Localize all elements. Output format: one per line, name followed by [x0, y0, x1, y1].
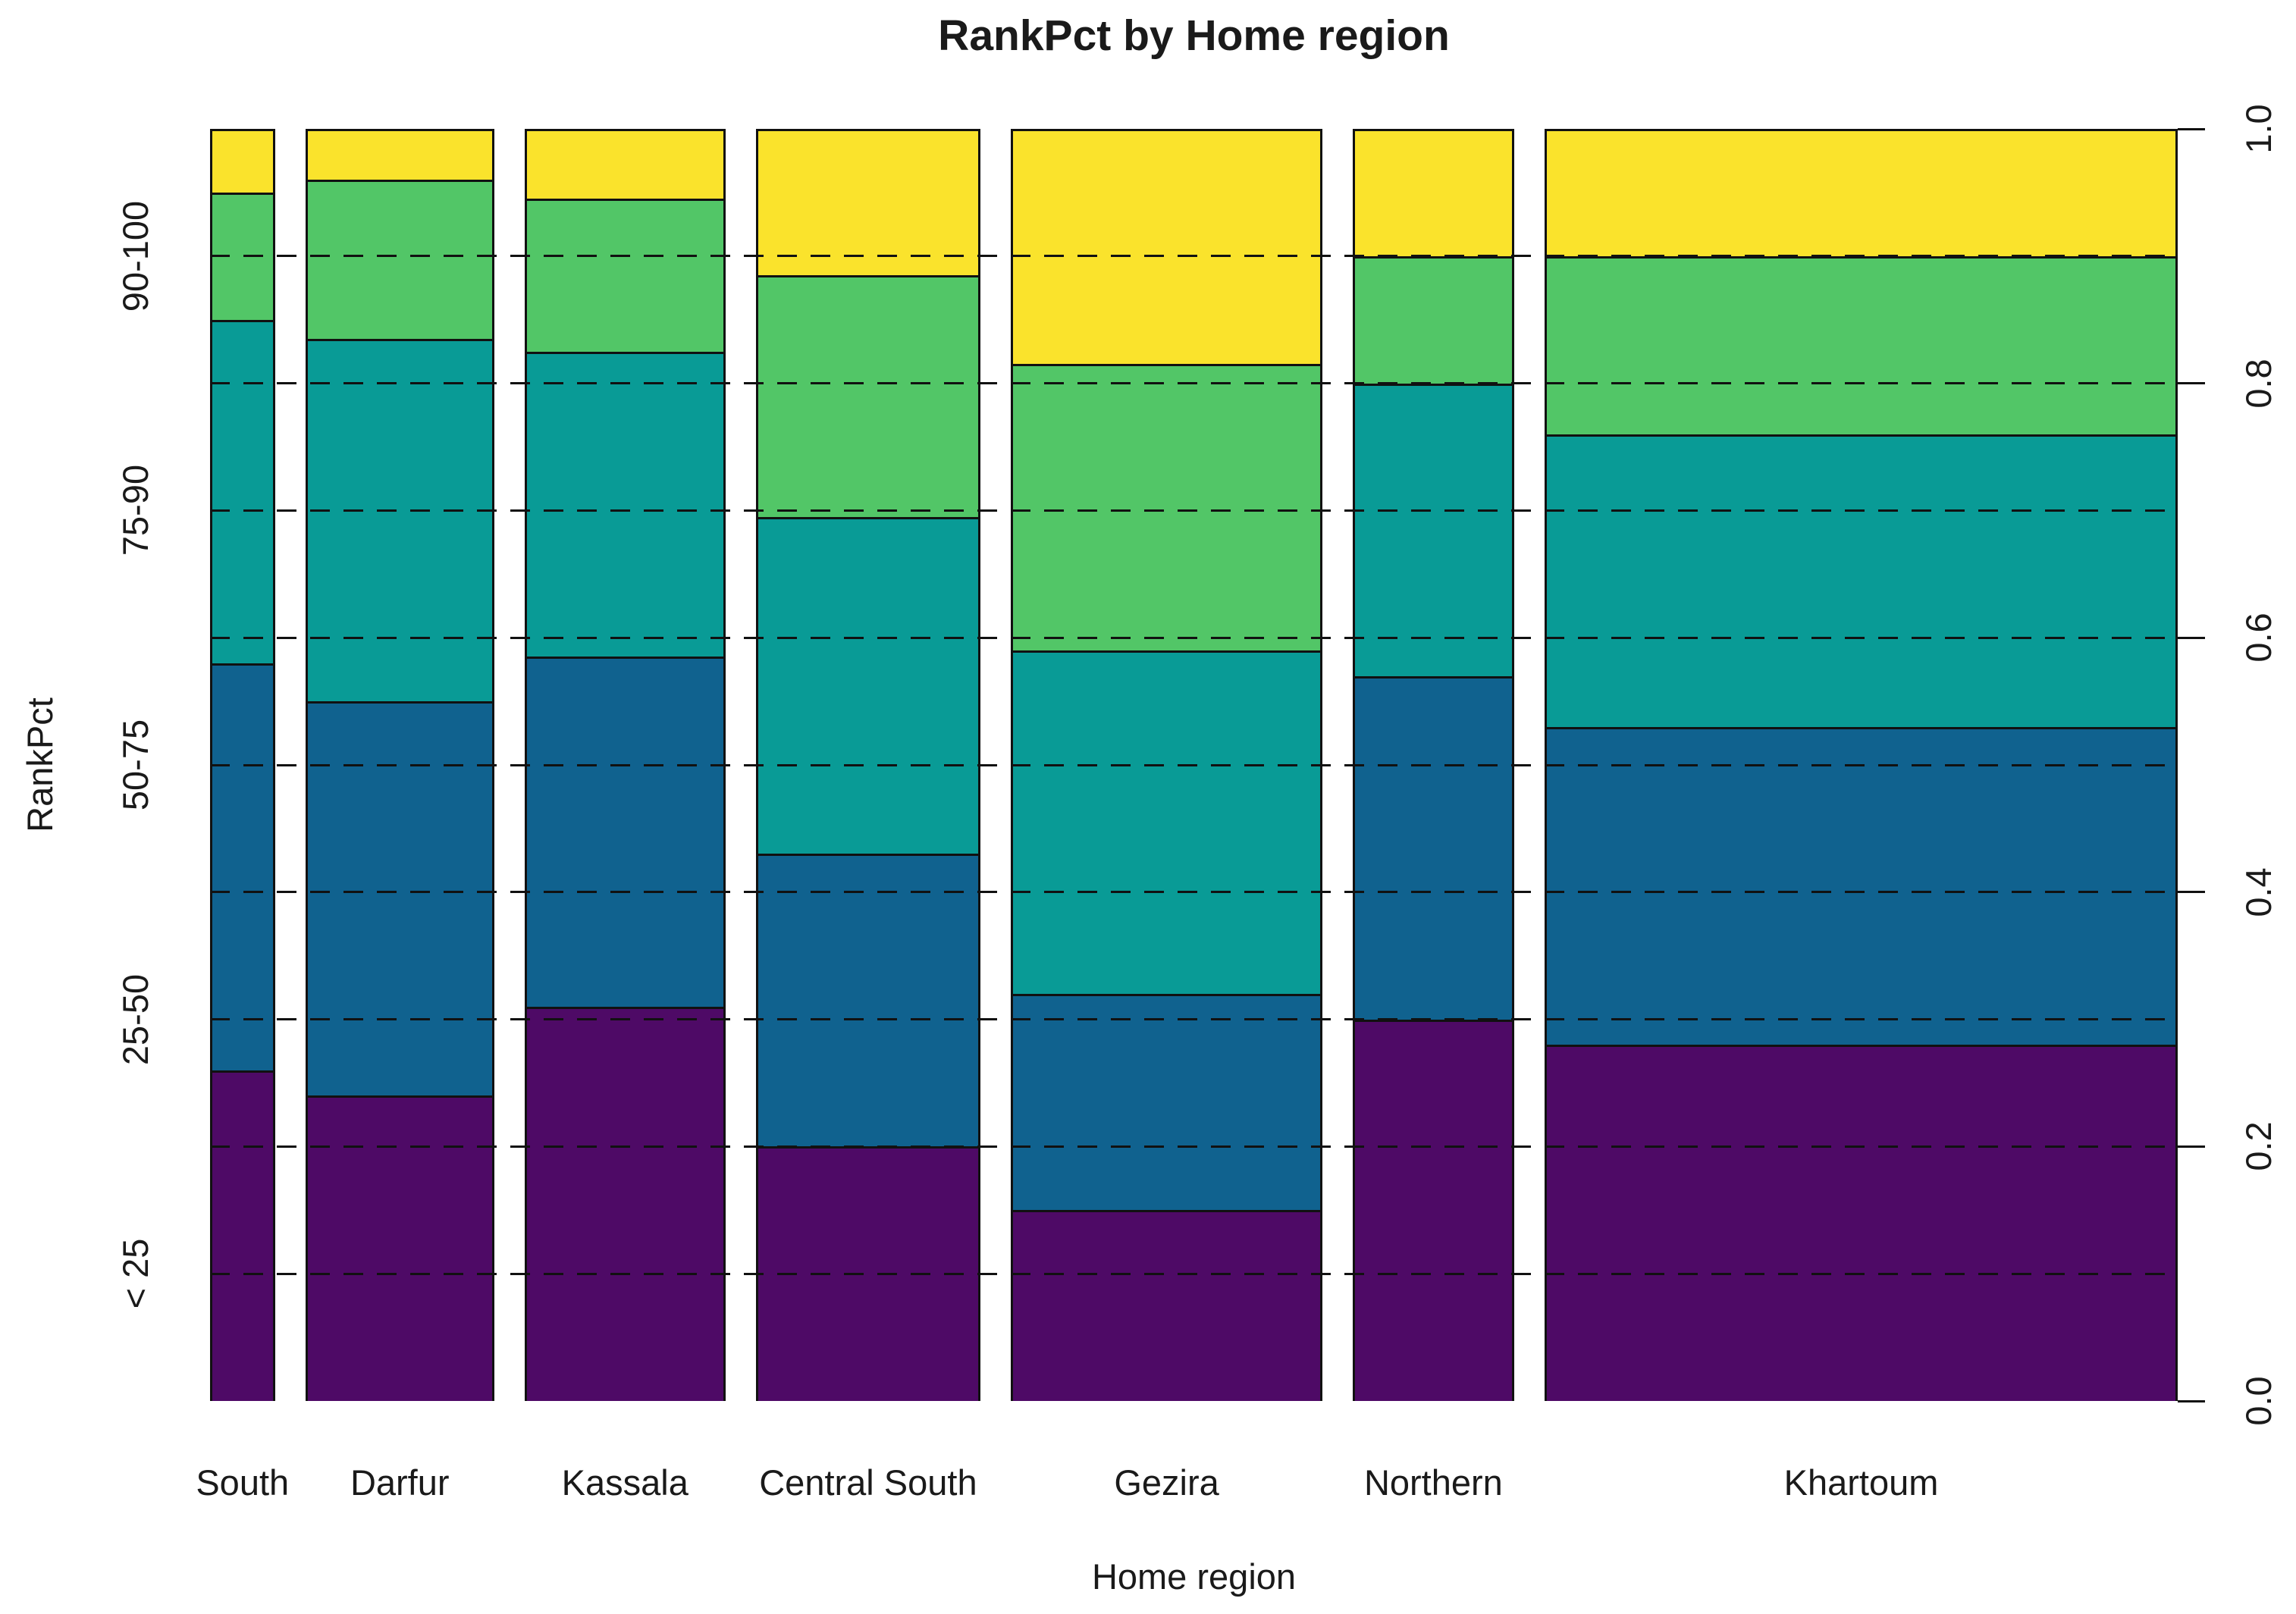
segment-northern-50to75	[1352, 383, 1515, 676]
gridline-0.5	[210, 763, 2178, 766]
y-axis-title: RankPct	[19, 697, 60, 832]
x-category-label-gezira: Gezira	[1114, 1462, 1219, 1503]
segment-south-50to75	[210, 319, 275, 663]
segment-central-south-50to75	[755, 516, 981, 854]
gridline-0.3	[210, 1018, 2178, 1021]
y-category-label-25to50: 25-50	[114, 973, 155, 1065]
bar-khartoum	[1545, 129, 2178, 1401]
segment-darfur-25	[305, 1095, 494, 1401]
gridline-0.8	[210, 382, 2178, 385]
right-axis-tick-0.6	[2178, 636, 2205, 639]
y-category-label-25: < 25	[114, 1238, 155, 1309]
x-category-label-south: South	[196, 1462, 290, 1503]
y-category-label-50to75: 50-75	[114, 719, 155, 811]
right-axis-tick-1.0	[2178, 127, 2205, 130]
right-axis-tick-label-0.4: 0.4	[2238, 867, 2279, 917]
y-category-label-75to90: 75-90	[114, 465, 155, 556]
x-category-label-khartoum: Khartoum	[1783, 1462, 1939, 1503]
right-axis-tick-label-1.0: 1.0	[2238, 104, 2279, 154]
x-category-label-kassala: Kassala	[561, 1462, 688, 1503]
right-axis-tick-0.0	[2178, 1399, 2205, 1402]
segment-gezira-25to50	[1011, 994, 1322, 1211]
segment-khartoum-90to100	[1545, 129, 2178, 256]
right-axis-tick-label-0.8: 0.8	[2238, 358, 2279, 409]
segment-central-south-90to100	[755, 129, 981, 275]
gridline-0.6	[210, 636, 2178, 639]
segment-khartoum-50to75	[1545, 434, 2178, 727]
segment-kassala-90to100	[524, 129, 726, 199]
x-category-label-darfur: Darfur	[350, 1462, 450, 1503]
right-axis-tick-label-0.0: 0.0	[2238, 1376, 2279, 1426]
segment-kassala-75to90	[524, 199, 726, 352]
chart-title: RankPct by Home region	[938, 11, 1450, 60]
x-axis-title: Home region	[1091, 1556, 1297, 1597]
right-axis-tick-0.4	[2178, 891, 2205, 894]
right-axis-tick-0.8	[2178, 382, 2205, 385]
segment-khartoum-25to50	[1545, 726, 2178, 1045]
segment-northern-75to90	[1352, 255, 1515, 384]
segment-kassala-25	[524, 1006, 726, 1401]
gridline-0.2	[210, 1145, 2178, 1148]
x-category-label-central-south: Central South	[759, 1462, 977, 1503]
y-category-label-90to100: 90-100	[114, 200, 155, 312]
segment-kassala-25to50	[524, 657, 726, 1007]
x-category-label-northern: Northern	[1363, 1462, 1503, 1503]
segment-south-25to50	[210, 663, 275, 1070]
gridline-0.1	[210, 1272, 2178, 1275]
segment-darfur-75to90	[305, 180, 494, 339]
gridline-0.7	[210, 509, 2178, 512]
bar-gezira	[1011, 129, 1322, 1401]
segment-gezira-25	[1011, 1210, 1322, 1401]
segment-darfur-25to50	[305, 701, 494, 1096]
gridline-0.9	[210, 255, 2178, 258]
segment-northern-90to100	[1352, 129, 1515, 256]
right-axis-tick-label-0.6: 0.6	[2238, 613, 2279, 663]
bar-northern	[1352, 129, 1515, 1401]
segment-gezira-75to90	[1011, 364, 1322, 650]
segment-south-25	[210, 1070, 275, 1401]
segment-kassala-50to75	[524, 351, 726, 657]
segment-south-90to100	[210, 129, 275, 193]
segment-gezira-50to75	[1011, 650, 1322, 995]
gridline-0.4	[210, 891, 2178, 894]
segment-gezira-90to100	[1011, 129, 1322, 365]
right-axis-tick-label-0.2: 0.2	[2238, 1121, 2279, 1172]
segment-northern-25	[1352, 1019, 1515, 1401]
segment-darfur-50to75	[305, 338, 494, 702]
segment-northern-25to50	[1352, 675, 1515, 1020]
bar-kassala	[524, 129, 726, 1401]
segment-khartoum-25	[1545, 1045, 2178, 1401]
segment-darfur-90to100	[305, 129, 494, 180]
segment-central-south-25to50	[755, 854, 981, 1147]
segment-khartoum-75to90	[1545, 255, 2178, 434]
right-axis-tick-0.2	[2178, 1145, 2205, 1148]
segment-central-south-75to90	[755, 274, 981, 517]
